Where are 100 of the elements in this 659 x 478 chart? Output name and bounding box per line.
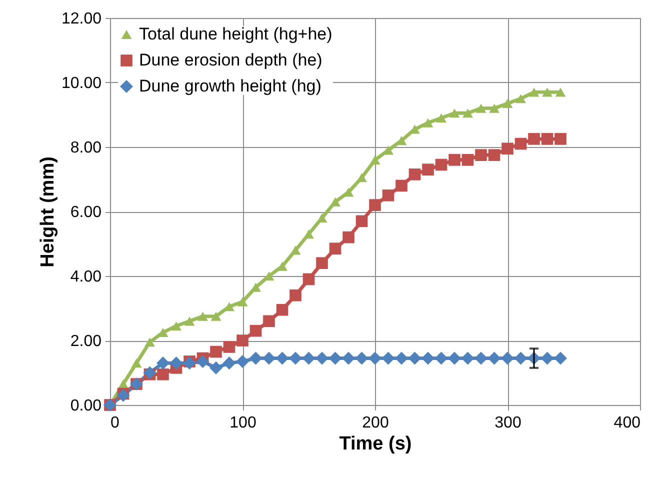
point	[131, 358, 142, 368]
point	[262, 352, 276, 365]
point	[382, 352, 395, 365]
y-tick-label: 6.00	[70, 204, 102, 221]
point	[396, 180, 408, 192]
point	[434, 352, 448, 365]
point	[144, 338, 155, 347]
point	[554, 352, 568, 365]
point	[516, 94, 526, 104]
point	[329, 242, 342, 255]
point	[288, 352, 302, 365]
point	[449, 108, 460, 118]
point	[422, 118, 434, 128]
point	[210, 312, 222, 321]
point	[369, 199, 381, 211]
point	[475, 149, 487, 161]
point	[196, 354, 210, 368]
point	[290, 289, 302, 302]
x-tick-label: 300	[494, 414, 522, 432]
point	[436, 113, 446, 123]
point	[236, 354, 250, 368]
legend-label: Total dune height (hg+he)	[139, 24, 332, 44]
point	[342, 231, 354, 244]
point	[488, 149, 500, 161]
point	[502, 142, 514, 155]
point	[316, 257, 328, 270]
point	[276, 352, 289, 365]
point	[198, 312, 208, 321]
x-tick-label: 200	[362, 414, 389, 432]
point	[382, 189, 394, 202]
point	[171, 321, 182, 331]
point	[541, 133, 554, 145]
point	[394, 352, 408, 365]
x-tick-label: 100	[230, 414, 256, 432]
point	[461, 352, 474, 365]
point	[502, 98, 513, 108]
point	[250, 324, 262, 337]
point	[355, 352, 368, 365]
point	[488, 352, 501, 365]
point	[356, 173, 367, 182]
y-tick-label: 10.00	[61, 75, 102, 92]
point	[302, 352, 316, 365]
point	[236, 334, 248, 346]
point	[448, 154, 460, 166]
point	[462, 154, 474, 166]
y-axis-title: Height (mm)	[37, 156, 58, 268]
point	[421, 352, 435, 365]
point	[223, 341, 236, 353]
point	[528, 88, 540, 97]
point	[435, 158, 448, 171]
point	[210, 346, 222, 358]
y-tick-label: 12.00	[61, 10, 102, 28]
point	[156, 356, 170, 370]
y-tick-label: 0.00	[70, 398, 102, 414]
point	[224, 302, 234, 312]
point	[237, 297, 248, 306]
point	[182, 356, 196, 370]
point	[222, 356, 236, 370]
point	[542, 88, 552, 97]
point	[342, 352, 356, 365]
point	[209, 361, 223, 374]
point	[170, 356, 183, 370]
point	[328, 352, 342, 365]
point	[250, 282, 261, 292]
point	[290, 246, 301, 255]
point	[528, 133, 540, 145]
point	[514, 352, 528, 365]
legend-label: Dune erosion depth (he)	[139, 50, 322, 70]
point	[315, 352, 329, 365]
point	[514, 138, 527, 150]
point	[383, 146, 394, 155]
point	[422, 164, 434, 176]
point	[356, 215, 368, 228]
point	[448, 352, 462, 365]
point	[249, 352, 262, 365]
point	[476, 104, 486, 113]
legend-label: Dune growth height (hg)	[139, 76, 322, 96]
x-tick-label: 400	[614, 414, 641, 432]
x-tick-label: 0	[110, 414, 120, 432]
y-tick-label: 8.00	[70, 140, 102, 156]
point	[277, 262, 288, 271]
point	[489, 104, 500, 113]
point	[408, 168, 421, 180]
point	[540, 352, 554, 365]
point	[263, 315, 275, 328]
y-tick-label: 4.00	[70, 268, 102, 286]
point	[368, 352, 382, 365]
point	[370, 155, 380, 164]
y-tick-label: 2.00	[70, 333, 102, 350]
point	[118, 379, 128, 389]
point	[555, 88, 566, 97]
point	[462, 108, 473, 118]
point	[408, 352, 422, 365]
x-axis-title: Time (s)	[339, 434, 412, 454]
point	[330, 197, 340, 206]
point	[276, 304, 288, 316]
point	[157, 368, 169, 380]
point	[474, 352, 488, 365]
point	[500, 352, 514, 365]
point	[304, 230, 314, 239]
